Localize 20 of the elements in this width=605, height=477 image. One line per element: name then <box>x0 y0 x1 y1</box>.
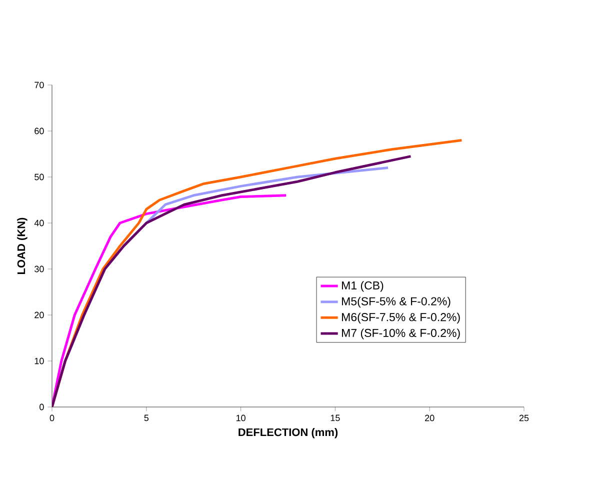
y-tick-label: 70 <box>34 82 44 88</box>
x-tick-label: 0 <box>50 414 54 422</box>
y-axis-title: LOAD (KN) <box>17 218 28 274</box>
y-tick-label: 50 <box>34 174 44 180</box>
y-tick-label: 30 <box>34 266 44 272</box>
legend-label: M1 (CB) <box>342 281 384 292</box>
x-tick-label: 5 <box>144 414 149 422</box>
x-tick-label: 15 <box>330 414 340 422</box>
y-tick-label: 0 <box>40 404 44 410</box>
x-tick-label: 25 <box>519 414 529 422</box>
legend-label: M6(SF-7.5% & F-0.2%) <box>342 312 460 324</box>
y-tick-label: 40 <box>34 220 44 226</box>
y-tick-label: 60 <box>34 128 44 134</box>
y-tick-label: 10 <box>34 358 44 364</box>
legend-label: M5(SF-5% & F-0.2%) <box>342 296 450 308</box>
x-tick-label: 10 <box>236 414 246 422</box>
legend-label: M7 (SF-10% & F-0.2%) <box>342 328 460 340</box>
y-tick-label: 20 <box>34 312 44 318</box>
x-tick-label: 20 <box>425 414 434 422</box>
x-axis-title: DEFLECTION (mm) <box>238 428 338 438</box>
